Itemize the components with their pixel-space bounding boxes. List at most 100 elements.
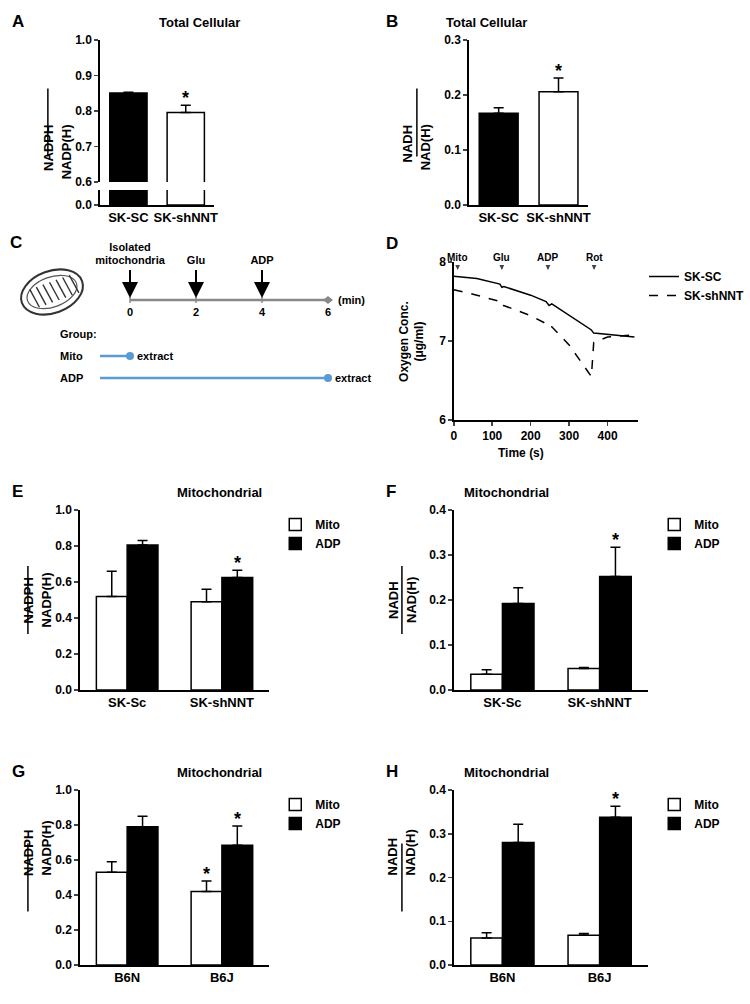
svg-text:Isolated: Isolated <box>109 241 151 253</box>
svg-text:0.1: 0.1 <box>429 914 446 928</box>
svg-text:ADP: ADP <box>694 817 719 831</box>
svg-text:*: * <box>555 61 562 81</box>
svg-text:Mito: Mito <box>60 350 83 362</box>
svg-text:0.8: 0.8 <box>55 818 72 832</box>
svg-text:ADP: ADP <box>315 537 340 551</box>
svg-text:Mito: Mito <box>315 798 340 812</box>
svg-text:0.0: 0.0 <box>429 683 446 697</box>
svg-text:300: 300 <box>559 429 579 443</box>
svg-text:Mito: Mito <box>694 518 719 532</box>
svg-text:7: 7 <box>439 334 446 348</box>
svg-text:0.3: 0.3 <box>429 548 446 562</box>
svg-text:ADP: ADP <box>60 372 83 384</box>
svg-text:NADP(H): NADP(H) <box>39 573 54 628</box>
svg-text:Mito: Mito <box>447 252 468 263</box>
svg-text:0.4: 0.4 <box>429 783 446 797</box>
svg-text:Rot: Rot <box>586 252 603 263</box>
svg-text:Mitochondrial: Mitochondrial <box>464 765 549 780</box>
svg-text:6: 6 <box>325 306 331 318</box>
svg-text:NADH: NADH <box>385 838 400 876</box>
svg-text:ADP: ADP <box>315 817 340 831</box>
svg-text:0.7: 0.7 <box>75 140 92 154</box>
svg-text:NADPH: NADPH <box>21 830 36 876</box>
svg-text:NAD(H): NAD(H) <box>404 577 419 623</box>
svg-text:100: 100 <box>482 429 502 443</box>
svg-text:0.0: 0.0 <box>55 683 72 697</box>
svg-text:0.0: 0.0 <box>75 198 92 212</box>
svg-text:0.3: 0.3 <box>444 33 461 47</box>
svg-text:E: E <box>12 482 23 501</box>
svg-text:6: 6 <box>439 413 446 427</box>
svg-text:0.8: 0.8 <box>75 104 92 118</box>
svg-text:0.0: 0.0 <box>55 958 72 972</box>
svg-text:200: 200 <box>521 429 541 443</box>
svg-text:SK-shNNT: SK-shNNT <box>154 210 218 225</box>
svg-text:Mitochondrial: Mitochondrial <box>464 485 549 500</box>
svg-text:ADP: ADP <box>537 252 558 263</box>
svg-text:*: * <box>612 789 619 809</box>
svg-text:Mito: Mito <box>694 798 719 812</box>
svg-text:0.8: 0.8 <box>55 539 72 553</box>
svg-text:4: 4 <box>259 306 266 318</box>
svg-text:Mitochondrial: Mitochondrial <box>177 485 262 500</box>
svg-text:Glu: Glu <box>187 254 205 266</box>
svg-text:Time (s): Time (s) <box>498 446 544 460</box>
svg-text:0.1: 0.1 <box>444 143 461 157</box>
svg-text:ADP: ADP <box>694 537 719 551</box>
svg-text:0.2: 0.2 <box>444 88 461 102</box>
svg-text:SK-shNNT: SK-shNNT <box>684 289 744 303</box>
svg-text:0: 0 <box>127 306 133 318</box>
svg-text:SK-SC: SK-SC <box>684 270 722 284</box>
svg-text:NAD(H): NAD(H) <box>418 124 433 170</box>
svg-text:0.2: 0.2 <box>429 593 446 607</box>
svg-text:(min): (min) <box>338 294 365 306</box>
svg-text:G: G <box>12 762 25 781</box>
svg-text:0.6: 0.6 <box>55 575 72 589</box>
svg-text:SK-SC: SK-SC <box>478 210 519 225</box>
svg-text:Total Cellular: Total Cellular <box>159 15 240 30</box>
svg-text:NAD(H): NAD(H) <box>403 829 418 875</box>
svg-text:C: C <box>10 233 22 252</box>
svg-text:0: 0 <box>450 429 457 443</box>
svg-text:*: * <box>203 864 210 884</box>
svg-text:Mito: Mito <box>315 518 340 532</box>
svg-text:SK-Sc: SK-Sc <box>483 695 521 710</box>
svg-text:H: H <box>386 762 398 781</box>
svg-text:0.4: 0.4 <box>55 888 72 902</box>
svg-text:F: F <box>386 482 396 501</box>
svg-text:1.0: 1.0 <box>55 783 72 797</box>
svg-text:B: B <box>386 12 398 31</box>
svg-text:0.4: 0.4 <box>55 611 72 625</box>
svg-text:Group:: Group: <box>60 328 97 340</box>
svg-text:SK-shNNT: SK-shNNT <box>190 695 254 710</box>
svg-text:*: * <box>234 553 241 573</box>
svg-text:mitochondria: mitochondria <box>95 254 166 266</box>
svg-text:ADP: ADP <box>250 254 273 266</box>
svg-text:Oxygen Conc.(μg/ml): Oxygen Conc.(μg/ml) <box>397 301 427 382</box>
svg-text:1.0: 1.0 <box>75 33 92 47</box>
svg-text:0.2: 0.2 <box>429 871 446 885</box>
svg-text:400: 400 <box>598 429 618 443</box>
svg-text:1.0: 1.0 <box>55 503 72 517</box>
svg-text:*: * <box>182 88 189 108</box>
svg-text:0.6: 0.6 <box>75 175 92 189</box>
svg-text:SK-shNNT: SK-shNNT <box>526 210 590 225</box>
svg-text:0.6: 0.6 <box>55 853 72 867</box>
svg-text:0.0: 0.0 <box>444 198 461 212</box>
svg-text:B6J: B6J <box>210 970 234 985</box>
svg-text:0.0: 0.0 <box>429 958 446 972</box>
svg-text:Glu: Glu <box>493 252 510 263</box>
svg-text:8: 8 <box>439 255 446 269</box>
svg-text:*: * <box>612 530 619 550</box>
svg-text:Total Cellular: Total Cellular <box>446 15 527 30</box>
svg-text:SK-Sc: SK-Sc <box>108 695 146 710</box>
svg-text:0.1: 0.1 <box>429 638 446 652</box>
svg-text:B6N: B6N <box>114 970 140 985</box>
svg-text:0.2: 0.2 <box>55 647 72 661</box>
svg-text:A: A <box>12 12 24 31</box>
svg-text:NADPH: NADPH <box>41 125 56 171</box>
svg-text:B6J: B6J <box>588 970 612 985</box>
svg-text:extract: extract <box>335 372 371 384</box>
svg-text:*: * <box>234 809 241 829</box>
svg-text:NADP(H): NADP(H) <box>39 821 54 876</box>
